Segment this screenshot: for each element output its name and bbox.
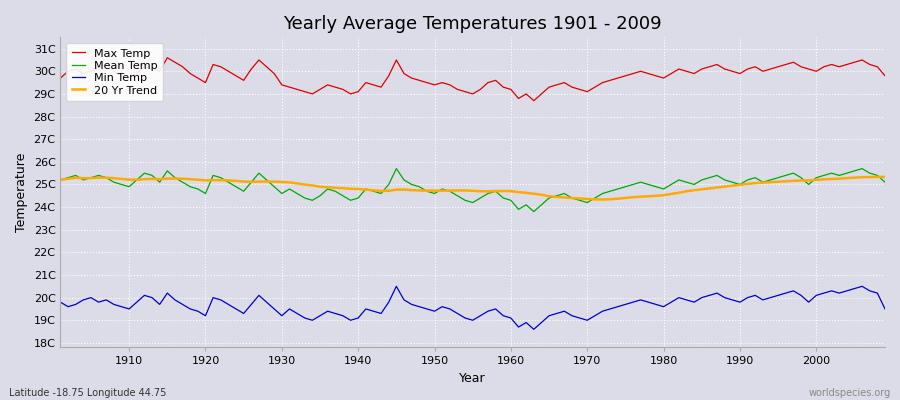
Min Temp	[116, 304, 127, 309]
20 Yr Trend	[597, 197, 608, 202]
Max Temp	[879, 74, 890, 78]
Max Temp	[513, 96, 524, 101]
Mean Temp	[55, 178, 66, 182]
Line: Min Temp: Min Temp	[60, 286, 885, 329]
Mean Temp	[116, 182, 127, 187]
Max Temp	[528, 98, 539, 103]
X-axis label: Year: Year	[459, 372, 486, 385]
Mean Temp	[506, 198, 517, 203]
Mean Temp	[391, 166, 401, 171]
20 Yr Trend	[498, 189, 508, 194]
Max Temp	[55, 76, 66, 80]
Mean Temp	[612, 186, 623, 191]
Text: Latitude -18.75 Longitude 44.75: Latitude -18.75 Longitude 44.75	[9, 388, 166, 398]
20 Yr Trend	[605, 197, 616, 202]
Mean Temp	[330, 189, 341, 194]
20 Yr Trend	[330, 185, 341, 190]
Mean Temp	[513, 207, 524, 212]
Mean Temp	[879, 180, 890, 184]
20 Yr Trend	[879, 174, 890, 179]
Mean Temp	[284, 186, 295, 191]
Min Temp	[55, 300, 66, 304]
Min Temp	[506, 316, 517, 320]
Text: worldspecies.org: worldspecies.org	[809, 388, 891, 398]
Min Temp	[391, 284, 401, 289]
Line: Mean Temp: Mean Temp	[60, 169, 885, 212]
Min Temp	[879, 306, 890, 311]
20 Yr Trend	[55, 178, 66, 182]
20 Yr Trend	[284, 180, 295, 185]
Max Temp	[116, 74, 127, 78]
Min Temp	[612, 304, 623, 309]
Max Temp	[612, 76, 623, 80]
Min Temp	[513, 325, 524, 330]
Min Temp	[284, 306, 295, 311]
Line: Max Temp: Max Temp	[60, 58, 885, 101]
Mean Temp	[528, 209, 539, 214]
Min Temp	[528, 327, 539, 332]
Max Temp	[162, 55, 173, 60]
20 Yr Trend	[872, 174, 883, 179]
Y-axis label: Temperature: Temperature	[15, 153, 28, 232]
Max Temp	[506, 87, 517, 92]
20 Yr Trend	[116, 176, 127, 181]
Line: 20 Yr Trend: 20 Yr Trend	[60, 177, 885, 200]
Max Temp	[292, 87, 302, 92]
20 Yr Trend	[506, 189, 517, 194]
Title: Yearly Average Temperatures 1901 - 2009: Yearly Average Temperatures 1901 - 2009	[284, 15, 662, 33]
Legend: Max Temp, Mean Temp, Min Temp, 20 Yr Trend: Max Temp, Mean Temp, Min Temp, 20 Yr Tre…	[66, 43, 163, 101]
Min Temp	[330, 311, 341, 316]
Max Temp	[338, 87, 348, 92]
